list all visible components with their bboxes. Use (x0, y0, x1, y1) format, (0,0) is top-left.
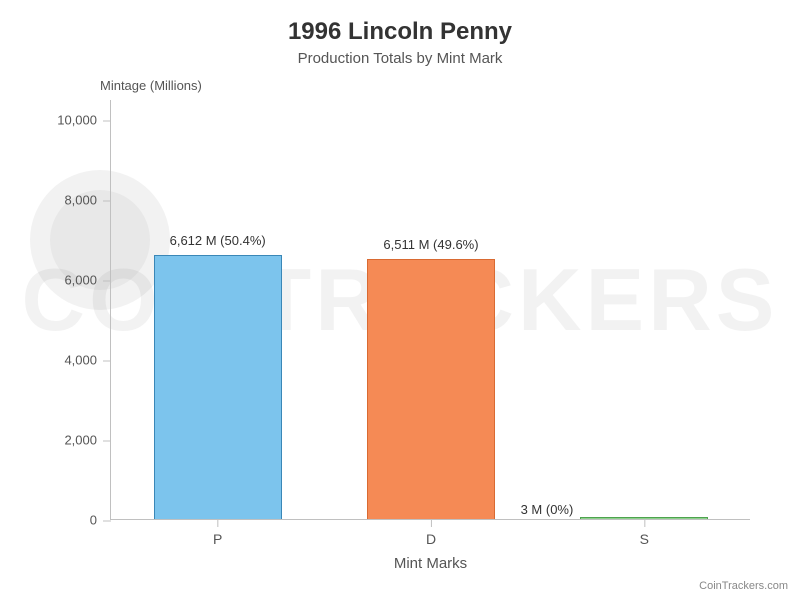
bar-chart: 1996 Lincoln Penny Production Totals by … (0, 0, 800, 600)
y-axis-title: Mintage (Millions) (100, 78, 202, 93)
chart-subtitle: Production Totals by Mint Mark (0, 50, 800, 67)
y-tick-label: 8,000 (64, 193, 111, 208)
credit-text: CoinTrackers.com (699, 580, 788, 592)
y-tick-label: 2,000 (64, 433, 111, 448)
chart-title: 1996 Lincoln Penny (0, 0, 800, 46)
x-tick-label: D (426, 519, 436, 547)
bar-value-label: 3 M (0%) (521, 502, 574, 517)
x-tick-label: P (213, 519, 222, 547)
bar-value-label: 6,612 M (50.4%) (170, 233, 266, 248)
x-tick-label: S (640, 519, 649, 547)
x-axis-title: Mint Marks (394, 555, 467, 572)
y-tick-label: 4,000 (64, 353, 111, 368)
y-tick-label: 0 (90, 513, 111, 528)
bar-D: 6,511 M (49.6%) (367, 259, 495, 519)
bar-value-label: 6,511 M (49.6%) (383, 237, 478, 252)
plot-area: Mint Marks 02,0004,0006,0008,00010,0006,… (110, 100, 750, 520)
y-tick-label: 6,000 (64, 273, 111, 288)
y-tick-label: 10,000 (57, 113, 111, 128)
bar-P: 6,612 M (50.4%) (154, 255, 282, 519)
